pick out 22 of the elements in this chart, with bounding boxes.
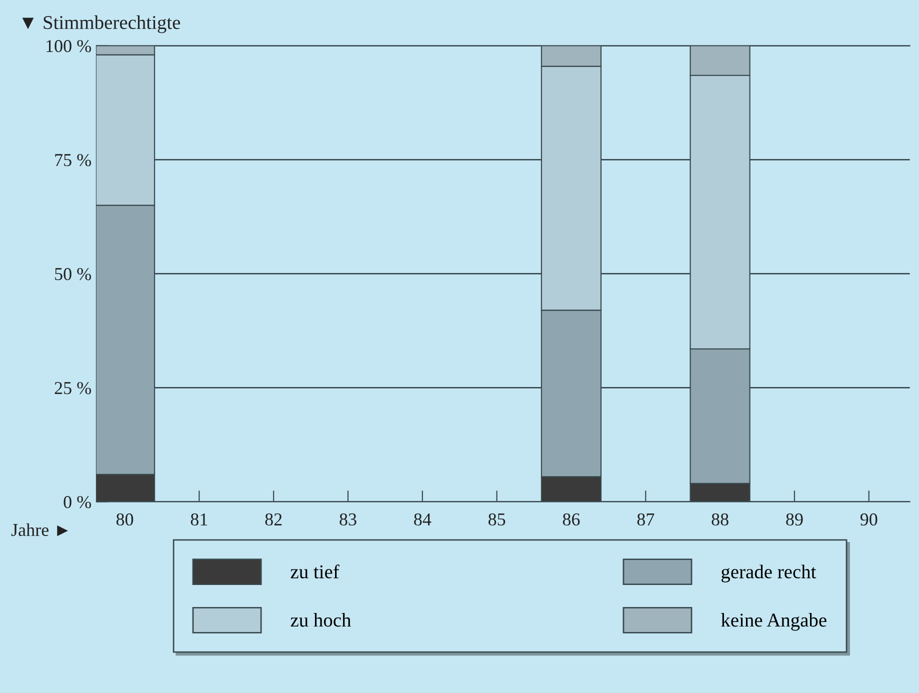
x-axis-title: Jahre ► (11, 523, 68, 536)
y-tick-label: 100 % (46, 40, 92, 52)
x-tick-label: 86 (562, 513, 580, 526)
x-tick-label: 84 (414, 513, 432, 526)
y-tick-label: 75 % (55, 154, 92, 166)
x-tick-label: 82 (265, 513, 282, 526)
y-tick-label: 25 % (54, 382, 92, 394)
x-tick-label: 80 (116, 513, 134, 526)
x-tick-label: 90 (860, 513, 878, 526)
legend-label: gerade recht (722, 564, 816, 582)
x-tick-label: 88 (712, 513, 728, 526)
x-tick-label: 85 (488, 513, 506, 526)
x-tick-label: 87 (637, 513, 654, 526)
x-tick-label: 89 (786, 513, 803, 526)
legend-label: zu hoch (290, 613, 351, 627)
legend-label: keine Angabe (721, 613, 826, 631)
x-tick-label: 83 (340, 513, 356, 526)
legend-label: zu tief (290, 564, 340, 578)
chart-title: ▼ Stimmberechtigte (22, 15, 180, 34)
y-tick-label: 50 % (55, 268, 92, 280)
y-tick-label: 0 % (64, 496, 92, 508)
x-tick-label: 81 (190, 513, 208, 526)
